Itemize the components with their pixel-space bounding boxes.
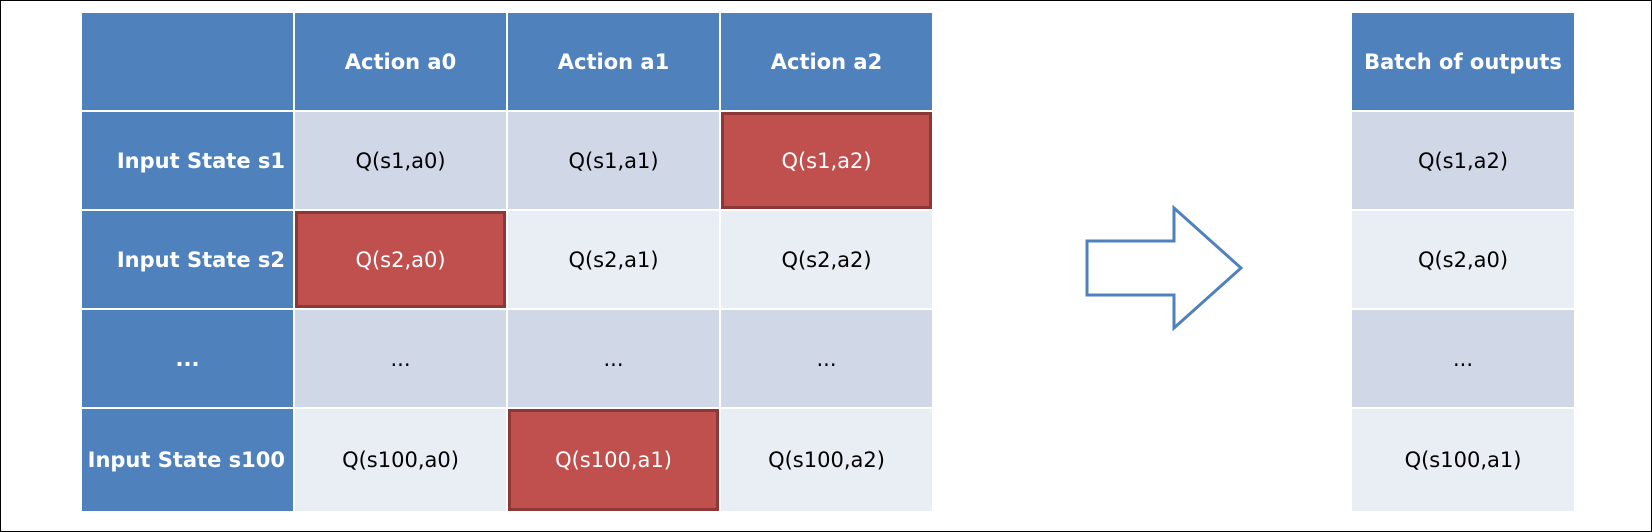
row-header-s100: Input State s100 bbox=[80, 407, 295, 513]
output-cell-ellipsis: ... bbox=[1350, 308, 1576, 409]
output-cell-1: Q(s1,a2) bbox=[1350, 110, 1576, 211]
row-header-ellipsis: ... bbox=[80, 308, 295, 409]
output-header-row: Batch of outputs bbox=[1350, 11, 1576, 112]
q-table-row-s100: Input State s100 Q(s100,a0) Q(s100,a1) Q… bbox=[80, 407, 934, 513]
row-header-s2: Input State s2 bbox=[80, 209, 295, 310]
q-cell-ellipsis-a1: ... bbox=[506, 308, 721, 409]
column-header-a1: Action a1 bbox=[506, 11, 721, 112]
q-table-row-s1: Input State s1 Q(s1,a0) Q(s1,a1) Q(s1,a2… bbox=[80, 110, 934, 211]
q-cell-s1-a2: Q(s1,a2) bbox=[719, 110, 934, 211]
q-cell-s2-a2: Q(s2,a2) bbox=[719, 209, 934, 310]
q-cell-s100-a2: Q(s100,a2) bbox=[719, 407, 934, 513]
q-cell-s2-a1: Q(s2,a1) bbox=[506, 209, 721, 310]
right-arrow-icon bbox=[1085, 205, 1244, 331]
row-header-s1: Input State s1 bbox=[80, 110, 295, 211]
output-cell-100: Q(s100,a1) bbox=[1350, 407, 1576, 513]
q-cell-s1-a1: Q(s1,a1) bbox=[506, 110, 721, 211]
batch-outputs-table: Batch of outputs Q(s1,a2) Q(s2,a0) ... Q… bbox=[1350, 11, 1576, 513]
q-cell-s2-a0: Q(s2,a0) bbox=[293, 209, 508, 310]
q-cell-ellipsis-a0: ... bbox=[293, 308, 508, 409]
q-cell-ellipsis-a2: ... bbox=[719, 308, 934, 409]
output-row: ... bbox=[1350, 308, 1576, 409]
right-arrow-shape bbox=[1085, 205, 1244, 331]
q-cell-s100-a1: Q(s100,a1) bbox=[506, 407, 721, 513]
column-header-a2: Action a2 bbox=[719, 11, 934, 112]
output-row: Q(s1,a2) bbox=[1350, 110, 1576, 211]
q-table-row-ellipsis: ... ... ... ... bbox=[80, 308, 934, 409]
q-table-row-s2: Input State s2 Q(s2,a0) Q(s2,a1) Q(s2,a2… bbox=[80, 209, 934, 310]
q-value-table: Action a0 Action a1 Action a2 Input Stat… bbox=[80, 11, 934, 513]
column-header-a0: Action a0 bbox=[293, 11, 508, 112]
output-header: Batch of outputs bbox=[1350, 11, 1576, 112]
output-cell-2: Q(s2,a0) bbox=[1350, 209, 1576, 310]
q-table-header-row: Action a0 Action a1 Action a2 bbox=[80, 11, 934, 112]
output-row: Q(s2,a0) bbox=[1350, 209, 1576, 310]
q-cell-s100-a0: Q(s100,a0) bbox=[293, 407, 508, 513]
q-cell-s1-a0: Q(s1,a0) bbox=[293, 110, 508, 211]
q-table-corner bbox=[80, 11, 295, 112]
output-row: Q(s100,a1) bbox=[1350, 407, 1576, 513]
